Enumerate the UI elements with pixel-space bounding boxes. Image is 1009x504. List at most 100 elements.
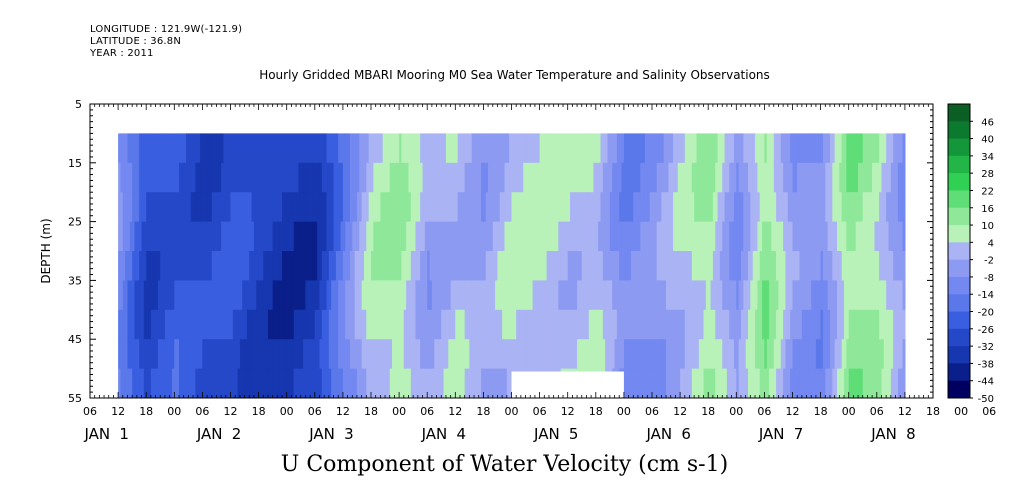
heatmap-cell [265, 368, 269, 398]
heatmap-cell [841, 192, 845, 223]
heatmap-cell [581, 133, 585, 164]
heatmap-cell [785, 339, 789, 370]
heatmap-cell [340, 251, 344, 281]
heatmap-cell [551, 133, 555, 164]
heatmap-cell [724, 221, 728, 252]
heatmap-cell [637, 221, 641, 252]
heatmap-cell [312, 192, 316, 223]
heatmap-cell [361, 251, 365, 281]
heatmap-cell [516, 192, 520, 223]
heatmap-cell [605, 309, 609, 340]
heatmap-cell [209, 192, 213, 223]
heatmap-cell [579, 221, 583, 252]
heatmap-cell [258, 339, 262, 370]
heatmap-cell [750, 162, 754, 193]
heatmap-cell [827, 251, 831, 281]
heatmap-cell [274, 339, 278, 370]
heatmap-cell [663, 368, 667, 398]
heatmap-cell [771, 251, 775, 281]
heatmap-cell [900, 192, 904, 223]
heatmap-cell [164, 309, 168, 340]
heatmap-cell [858, 368, 862, 398]
heatmap-cell [321, 280, 325, 311]
heatmap-cell [572, 162, 576, 193]
heatmap-cell [139, 309, 143, 340]
heatmap-cell [701, 368, 705, 398]
heatmap-cell [801, 162, 805, 193]
heatmap-cell [506, 339, 510, 370]
heatmap-cell [143, 221, 147, 252]
heatmap-cell [558, 251, 562, 281]
heatmap-cell [815, 309, 819, 340]
colorbar-label: 10 [981, 221, 994, 232]
heatmap-cell [319, 221, 323, 252]
colorbar-label: -2 [984, 256, 994, 267]
heatmap-cell [375, 133, 379, 164]
heatmap-cell [534, 192, 538, 223]
heatmap-cell [368, 309, 372, 340]
heatmap-cell [469, 280, 473, 311]
heatmap-cell [150, 192, 154, 223]
heatmap-cell [146, 162, 150, 193]
heatmap-cell [682, 309, 686, 340]
heatmap-cell [621, 339, 625, 370]
heatmap-cell [291, 162, 295, 193]
heatmap-cell [436, 280, 440, 311]
heatmap-cell [513, 192, 517, 223]
heatmap-cell [696, 133, 700, 164]
heatmap-cell [436, 192, 440, 223]
heatmap-cell [167, 309, 171, 340]
heatmap-cell [242, 221, 246, 252]
heatmap-cell [403, 251, 407, 281]
heatmap-cell [328, 309, 332, 340]
heatmap-cell [799, 339, 803, 370]
heatmap-cell [703, 280, 707, 311]
heatmap-cell [469, 251, 473, 281]
heatmap-cell [764, 339, 768, 370]
heatmap-cell [155, 192, 159, 223]
heatmap-cell [757, 280, 761, 311]
heatmap-cell [848, 280, 852, 311]
heatmap-cell [509, 251, 513, 281]
heatmap-cell [516, 251, 520, 281]
heatmap-cell [490, 251, 494, 281]
heatmap-cell [844, 280, 847, 311]
heatmap-cell [132, 339, 136, 370]
heatmap-cell [204, 368, 208, 398]
heatmap-cell [354, 309, 358, 340]
heatmap-cell [148, 133, 152, 164]
heatmap-cell [558, 133, 562, 164]
heatmap-cell [485, 162, 489, 193]
heatmap-cell [544, 339, 548, 370]
heatmap-cell [787, 251, 791, 281]
heatmap-cell [654, 133, 658, 164]
heatmap-cell [314, 368, 318, 398]
heatmap-cell [652, 280, 655, 311]
heatmap-cell [349, 368, 353, 398]
heatmap-cell [296, 251, 300, 281]
heatmap-cell [712, 133, 716, 164]
heatmap-cell [403, 339, 407, 370]
heatmap-cell [804, 221, 808, 252]
heatmap-cell [169, 251, 173, 281]
heatmap-cell [579, 133, 583, 164]
colorbar-swatch [948, 173, 970, 183]
heatmap-cell [443, 368, 447, 398]
heatmap-cell [640, 368, 644, 398]
heatmap-cell [553, 221, 557, 252]
heatmap-cell [654, 221, 658, 252]
heatmap-cell [150, 251, 154, 281]
heatmap-cell [785, 309, 789, 340]
heatmap-cell [200, 309, 203, 340]
heatmap-cell [352, 162, 356, 193]
heatmap-cell [436, 339, 440, 370]
colorbar-swatch [948, 285, 970, 295]
heatmap-cell [848, 251, 852, 281]
heatmap-cell [883, 251, 887, 281]
heatmap-cell [656, 280, 660, 311]
heatmap-cell [296, 162, 300, 193]
heatmap-cell [359, 339, 363, 370]
heatmap-cell [455, 280, 459, 311]
heatmap-cell [555, 309, 559, 340]
heatmap-cell [675, 309, 679, 340]
